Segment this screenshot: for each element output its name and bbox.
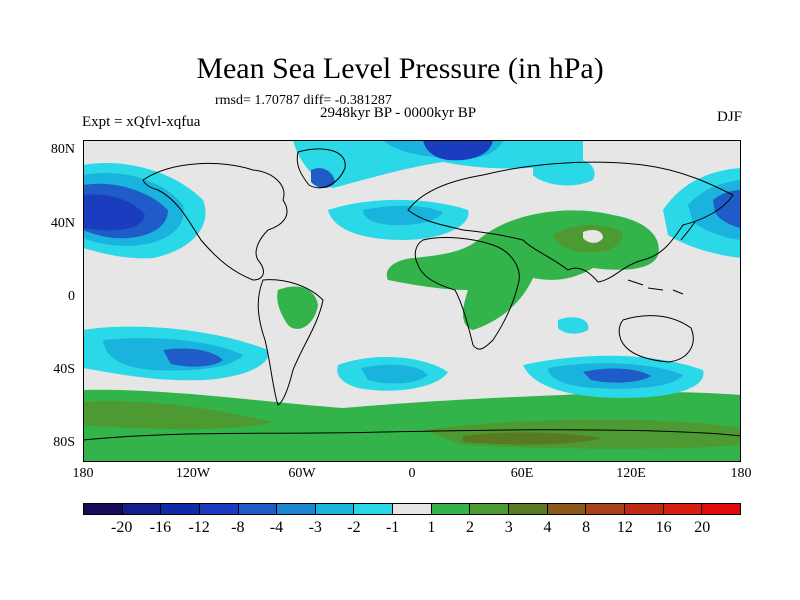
colorbar-swatch (547, 504, 587, 514)
arctic-anomaly (293, 140, 583, 188)
lat-label-40n: 40N (50, 216, 75, 231)
south-america-positive (277, 286, 318, 329)
coastlines (83, 148, 741, 441)
experiment-label: Expt = xQfvl-xqfua (82, 114, 201, 130)
colorbar-label: -16 (149, 519, 172, 536)
colorbar-swatch (238, 504, 278, 514)
lon-label-60e: 60E (510, 466, 534, 481)
lon-label-120e: 120E (616, 466, 646, 481)
colorbar-swatch (431, 504, 471, 514)
colorbar-label: 8 (582, 519, 591, 536)
lon-label-180e: 180 (730, 466, 752, 481)
season-label: DJF (716, 109, 742, 125)
colorbar-swatch (315, 504, 355, 514)
colorbar-swatch (393, 504, 432, 514)
colorbar-swatch (663, 504, 703, 514)
colorbar-label: -1 (385, 519, 400, 536)
arctic-anomaly-core (423, 140, 493, 161)
lon-label-180w: 180 (72, 466, 94, 481)
north-pacific-anomaly-east-core (713, 190, 741, 228)
lat-label-80s: 80S (53, 435, 75, 450)
himalaya-negative-spot (583, 230, 603, 243)
colorbar-swatch (624, 504, 664, 514)
colorbar-label: 2 (466, 519, 475, 536)
lat-label-80n: 80N (50, 142, 75, 157)
colorbar-swatch (586, 504, 625, 514)
colorbar-label: -4 (269, 519, 284, 536)
time-period: 2948kyr BP - 0000kyr BP (320, 105, 477, 121)
lon-label-120w: 120W (175, 466, 211, 481)
lon-label-60w: 60W (288, 466, 316, 481)
rmsd-diff-stats: rmsd= 1.70787 diff= -0.381287 (215, 93, 392, 108)
southern-ocean-strong-band (83, 401, 273, 430)
lat-label-40s: 40S (53, 362, 75, 377)
greenland-anomaly (311, 168, 335, 188)
colorbar-swatch (277, 504, 316, 514)
colorbar-label: 12 (616, 519, 633, 536)
colorbar-label: 20 (694, 519, 711, 536)
colorbar-swatch (470, 504, 510, 514)
colorbar-swatch (199, 504, 239, 514)
colorbar-label: -8 (231, 519, 245, 536)
antarctic-olive-patch (463, 432, 603, 445)
colorbar-label: 1 (427, 519, 436, 536)
lon-label-0: 0 (408, 466, 416, 481)
colorbar-swatch (161, 504, 200, 514)
colorbar-label: 16 (655, 519, 672, 536)
lat-label-0: 0 (68, 289, 75, 304)
indian-ocean-anomaly-core (583, 368, 651, 383)
colorbar (83, 503, 741, 515)
colorbar-label: -20 (111, 519, 133, 536)
colorbar-label: -2 (347, 519, 361, 536)
colorbar-label: 4 (543, 519, 552, 536)
colorbar-swatch (84, 504, 123, 514)
south-pacific-anomaly-core (163, 348, 223, 367)
colorbar-swatch (122, 504, 162, 514)
north-pacific-anomaly-west-deep (83, 194, 145, 231)
map-title: Mean Sea Level Pressure (in hPa) (196, 52, 604, 85)
colorbar-swatch (509, 504, 548, 514)
map-frame (83, 140, 741, 462)
colorbar-label: -3 (308, 519, 322, 536)
colorbar-swatch (702, 504, 740, 514)
south-atlantic-anomaly-mid (361, 364, 428, 384)
colorbar-label: -12 (188, 519, 210, 536)
colorbar-label: 3 (504, 519, 513, 536)
madagascar-anomaly (558, 317, 589, 334)
north-atlantic-anomaly-mid (363, 205, 443, 226)
colorbar-swatch (354, 504, 394, 514)
pressure-anomaly-map (83, 140, 741, 462)
